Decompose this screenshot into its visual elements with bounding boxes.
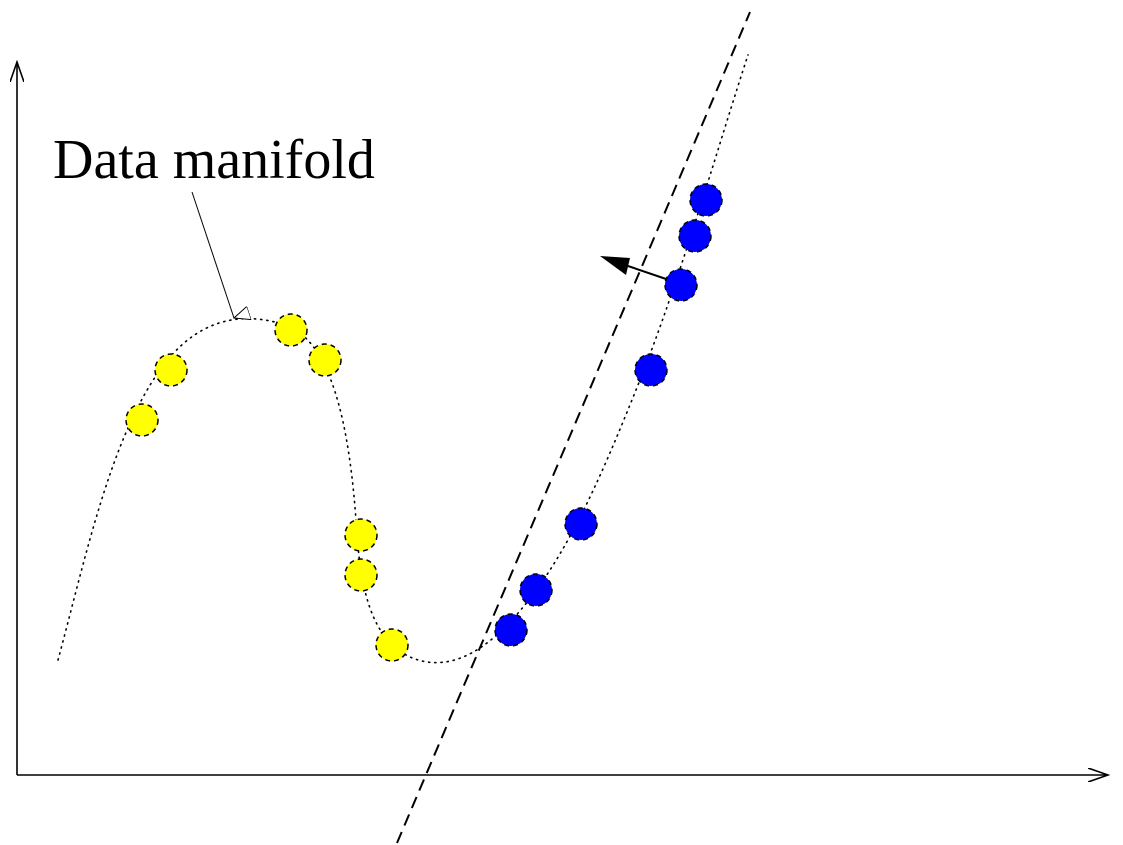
data-point-blue: [678, 219, 712, 253]
data-point-blue: [494, 613, 528, 647]
data-point-blue: [564, 507, 598, 541]
normal-arrow-head: [600, 256, 630, 275]
data-point-blue: [664, 268, 698, 302]
separating-hyperplane: [396, 11, 751, 844]
data-point-yellow: [274, 313, 308, 347]
data-point-yellow: [344, 558, 378, 592]
data-point-yellow: [308, 343, 342, 377]
manifold-curve: [57, 54, 749, 664]
data-point-blue: [689, 183, 723, 217]
data-point-blue: [634, 353, 668, 387]
label-pointer: [191, 191, 234, 318]
data-point-blue: [519, 573, 553, 607]
normal-arrow: [600, 256, 673, 282]
data-point-yellow: [154, 353, 188, 387]
yellow-points: [125, 313, 409, 662]
data-point-yellow: [344, 518, 378, 552]
manifold-label: Data manifold: [53, 129, 375, 191]
blue-points: [494, 183, 723, 647]
normal-arrow-shaft: [627, 265, 673, 282]
data-point-yellow: [375, 628, 409, 662]
data-point-yellow: [125, 403, 159, 437]
axes: [17, 62, 1108, 775]
